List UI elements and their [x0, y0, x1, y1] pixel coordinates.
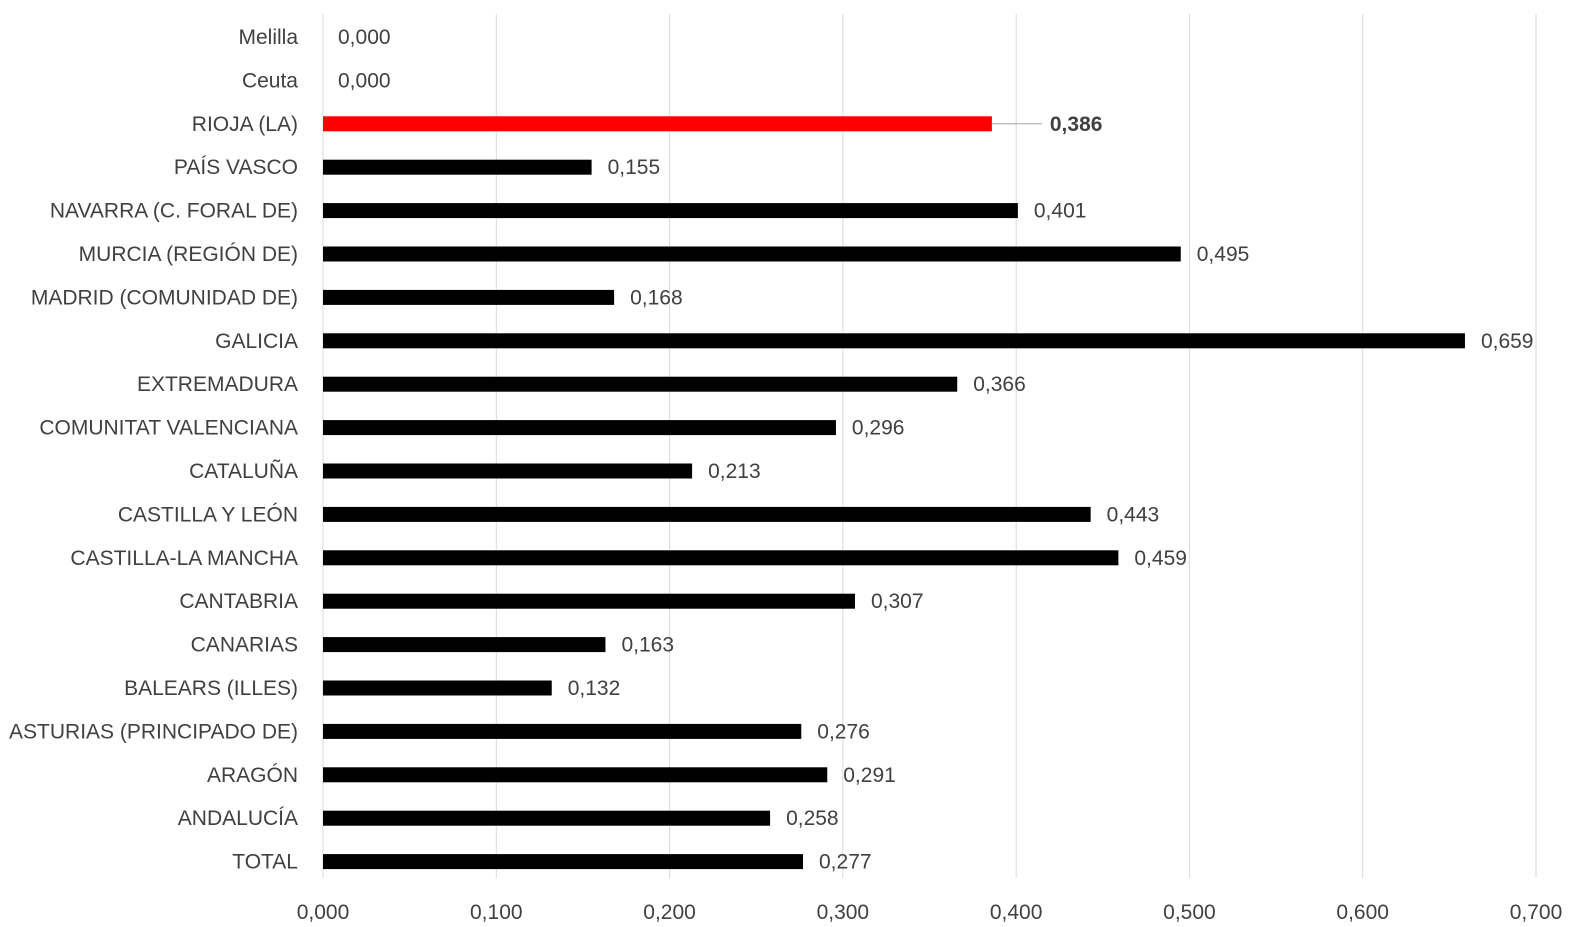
category-label: MURCIA (REGIÓN DE) [79, 243, 298, 266]
x-tick-label: 0,500 [1163, 901, 1216, 924]
category-label: EXTREMADURA [137, 373, 298, 396]
category-label: Ceuta [242, 69, 298, 92]
category-label: CATALUÑA [189, 459, 298, 483]
data-label: 0,132 [568, 677, 621, 700]
data-label: 0,659 [1481, 330, 1534, 353]
bars [323, 116, 1465, 870]
bar [323, 333, 1465, 349]
data-label: 0,277 [819, 851, 872, 874]
x-tick-label: 0,400 [990, 901, 1043, 924]
data-label: 0,459 [1134, 547, 1187, 570]
category-label: CASTILLA Y LEÓN [118, 503, 298, 526]
category-label: BALEARS (ILLES) [124, 677, 298, 700]
bar [323, 767, 828, 783]
bar [323, 420, 836, 436]
data-label: 0,366 [973, 373, 1026, 396]
category-label: CANTABRIA [179, 590, 298, 613]
gridlines [322, 14, 1537, 878]
category-label: GALICIA [215, 330, 298, 353]
bar [323, 550, 1119, 566]
bar [323, 159, 592, 175]
data-label: 0,386 [1050, 113, 1103, 136]
x-axis-ticks: 0,000 0,100 0,200 0,300 0,400 0,500 0,600 0,700 [297, 901, 1563, 924]
category-label: MADRID (COMUNIDAD DE) [31, 286, 298, 309]
category-label: PAÍS VASCO [174, 156, 298, 179]
data-label: 0,155 [608, 156, 661, 179]
category-label: CASTILLA-LA MANCHA [70, 547, 298, 570]
category-label: ARAGÓN [207, 764, 298, 787]
data-labels: 0,000 0,000 0,386 0,155 0,401 0,495 0,168 0,659… [338, 26, 1534, 874]
bar [323, 506, 1091, 522]
bar [323, 246, 1181, 262]
x-tick-label: 0,600 [1336, 901, 1389, 924]
data-label: 0,307 [871, 590, 924, 613]
bar-highlight [323, 116, 992, 132]
bar [323, 376, 958, 392]
category-label: COMUNITAT VALENCIANA [39, 417, 298, 440]
bar [323, 463, 693, 479]
data-label: 0,213 [708, 460, 761, 483]
x-tick-label: 0,100 [470, 901, 523, 924]
category-label: Melilla [238, 26, 298, 49]
category-label: TOTAL [232, 851, 298, 874]
bar [323, 854, 804, 870]
data-label: 0,276 [817, 720, 870, 743]
data-label: 0,163 [621, 634, 674, 657]
category-label: ASTURIAS (PRINCIPADO DE) [9, 720, 298, 743]
data-label: 0,296 [852, 417, 905, 440]
bar [323, 680, 552, 696]
bar [323, 289, 615, 305]
data-label: 0,168 [630, 286, 683, 309]
bar [323, 810, 771, 826]
x-tick-label: 0,300 [817, 901, 870, 924]
data-label: 0,291 [843, 764, 896, 787]
data-label: 0,000 [338, 69, 391, 92]
x-tick-label: 0,700 [1510, 901, 1563, 924]
data-label: 0,443 [1107, 503, 1160, 526]
x-tick-label: 0,000 [297, 901, 350, 924]
bar [323, 203, 1018, 219]
category-label: NAVARRA (C. FORAL DE) [50, 200, 298, 223]
category-label: RIOJA (LA) [192, 113, 298, 136]
bar [323, 637, 606, 653]
data-label: 0,495 [1197, 243, 1250, 266]
bar [323, 723, 802, 739]
bar [323, 593, 855, 609]
data-label: 0,401 [1034, 200, 1087, 223]
category-label: ANDALUCÍA [178, 807, 298, 830]
category-label: CANARIAS [191, 634, 298, 657]
category-labels: Melilla Ceuta RIOJA (LA) PAÍS VASCO NAVARRA … [9, 26, 298, 874]
data-label: 0,000 [338, 26, 391, 49]
data-label: 0,258 [786, 807, 839, 830]
x-tick-label: 0,200 [643, 901, 696, 924]
